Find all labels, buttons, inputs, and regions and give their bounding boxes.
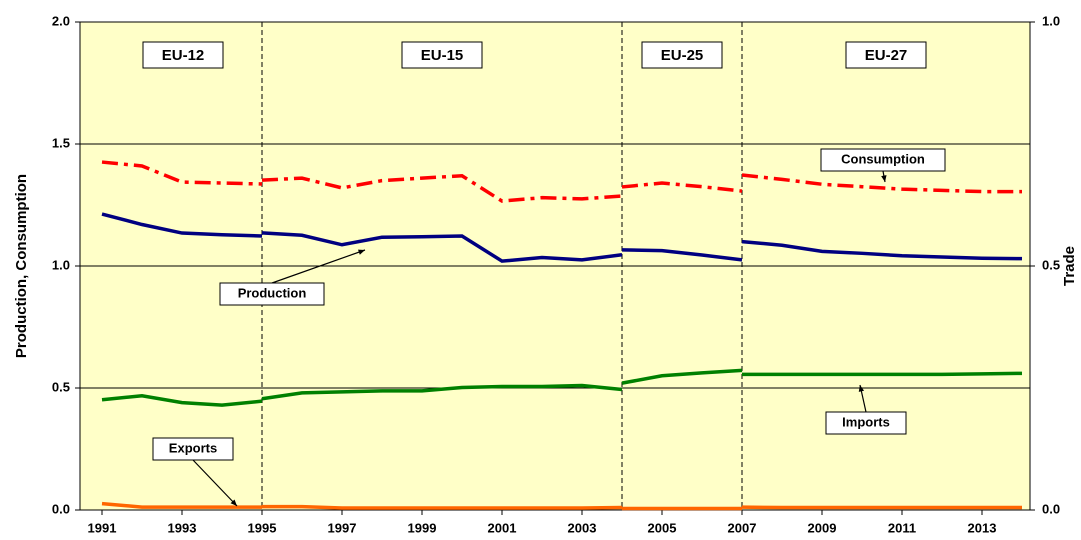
series-line xyxy=(621,368,743,385)
series-line xyxy=(621,248,743,262)
x-tick-label: 2003 xyxy=(568,520,597,535)
x-tick-label: 2013 xyxy=(968,520,997,535)
annotation-arrowhead xyxy=(858,385,865,392)
annotation-box xyxy=(152,437,234,461)
series-line xyxy=(741,173,1022,194)
annotation-label: Consumption xyxy=(841,151,925,166)
x-tick-label: 2009 xyxy=(808,520,837,535)
series-line xyxy=(741,239,1023,261)
x-tick-label: 2005 xyxy=(648,520,677,535)
x-tick-label: 2001 xyxy=(488,520,517,535)
period-label: EU-27 xyxy=(865,47,908,64)
y-tick-label: 1.5 xyxy=(52,135,70,150)
x-tick-label: 1999 xyxy=(408,520,437,535)
period-box xyxy=(845,41,927,69)
x-tick-label: 1993 xyxy=(168,520,197,535)
plot-border xyxy=(79,21,1031,511)
annotation-box xyxy=(825,411,907,435)
period-label: EU-15 xyxy=(421,47,464,64)
y2-tick-label: 1.0 xyxy=(1042,13,1060,28)
x-tick-label: 1995 xyxy=(248,520,277,535)
x-tick-label: 1997 xyxy=(328,520,357,535)
annotation-arrowhead xyxy=(881,175,887,182)
series-line xyxy=(261,231,623,263)
y-tick-label: 0.0 xyxy=(52,501,70,516)
annotation-label: Production xyxy=(238,285,307,300)
series-line xyxy=(101,160,263,186)
y-axis-title: Production, Consumption xyxy=(13,174,30,358)
series-line xyxy=(101,501,262,509)
y2-tick-label: 0.0 xyxy=(1042,501,1060,516)
annotation-box xyxy=(820,148,946,172)
x-tick-label: 1991 xyxy=(88,520,117,535)
annotation-box xyxy=(219,282,325,306)
period-box xyxy=(142,41,224,69)
series-line xyxy=(262,504,623,510)
series-line xyxy=(742,371,1023,377)
period-label: EU-25 xyxy=(661,47,704,64)
period-box xyxy=(401,41,483,69)
annotation-label: Exports xyxy=(169,440,217,455)
y-tick-label: 1.0 xyxy=(52,257,70,272)
y2-tick-label: 0.5 xyxy=(1042,257,1060,272)
y-tick-label: 2.0 xyxy=(52,13,70,28)
series-line xyxy=(101,394,263,407)
y-tick-label: 0.5 xyxy=(52,379,70,394)
annotation-arrowhead xyxy=(358,249,365,255)
annotation-arrowhead xyxy=(230,499,237,506)
annotation-arrow xyxy=(192,459,238,507)
annotation-label: Imports xyxy=(842,414,890,429)
series-line xyxy=(261,383,623,401)
series-line xyxy=(101,212,263,238)
x-tick-label: 2011 xyxy=(888,520,916,535)
x-tick-label: 2007 xyxy=(728,520,757,535)
y2-axis-title: Trade xyxy=(1061,246,1078,286)
period-label: EU-12 xyxy=(162,47,205,64)
series-line xyxy=(621,181,743,193)
annotation-arrow xyxy=(271,249,366,284)
period-box xyxy=(641,41,723,69)
